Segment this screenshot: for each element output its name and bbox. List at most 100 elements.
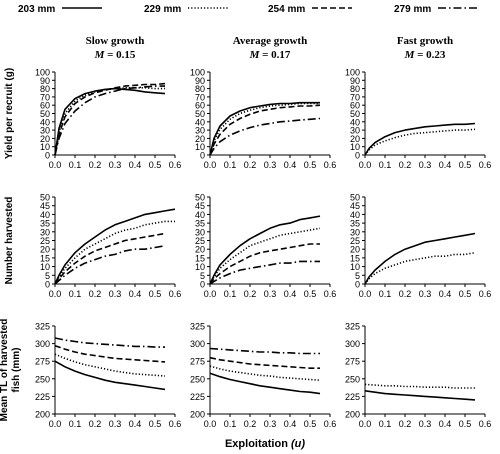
series-line-203-mm xyxy=(209,215,321,285)
x-tick-label: 0.4 xyxy=(439,289,452,299)
mortality-symbol: M xyxy=(94,49,106,61)
y-tick-label: 90 xyxy=(350,76,360,86)
x-tick-label: 0.5 xyxy=(304,289,317,299)
series-line-203-mm xyxy=(54,87,166,156)
legend-label: 203 mm xyxy=(18,4,55,15)
mortality-symbol: M xyxy=(249,49,261,61)
x-tick-label: 0.4 xyxy=(284,289,297,299)
x-tick-label: 0.4 xyxy=(439,160,452,170)
series-line-279-mm xyxy=(54,337,165,348)
x-tick-label: 0.3 xyxy=(109,289,122,299)
y-tick-label: 275 xyxy=(35,357,50,367)
y-axis-label: Number harvested xyxy=(4,197,15,285)
series-line-254-mm xyxy=(54,232,166,285)
legend-label: 254 mm xyxy=(268,4,305,15)
y-tick-label: 0 xyxy=(45,280,50,290)
y-tick-label: 10 xyxy=(195,142,205,152)
x-tick-label: 0.6 xyxy=(479,289,492,299)
y-tick-label: 225 xyxy=(190,392,205,402)
y-tick-label: 5 xyxy=(200,271,205,281)
x-tick-label: 0.4 xyxy=(284,160,297,170)
y-tick-label: 20 xyxy=(40,134,50,144)
x-tick-label: 0.6 xyxy=(324,289,337,299)
x-axis-label-text: Exploitation xyxy=(225,438,288,450)
x-tick-label: 0.5 xyxy=(149,419,162,429)
column-title: Fast growth xyxy=(397,35,453,47)
x-tick-label: 0.0 xyxy=(204,160,217,170)
x-tick-label: 0.1 xyxy=(69,289,82,299)
y-tick-label: 40 xyxy=(350,210,360,220)
row-labels: Yield per recruit (g) Number harvested Mea… xyxy=(0,68,22,421)
x-tick-label: 0.0 xyxy=(359,289,372,299)
x-tick-label: 0.2 xyxy=(244,160,257,170)
y-tick-label: 0 xyxy=(355,151,360,161)
y-tick-label: 20 xyxy=(195,245,205,255)
series-line-279-mm xyxy=(54,244,166,285)
y-tick-label: 80 xyxy=(40,84,50,94)
x-tick-label: 0.1 xyxy=(69,419,82,429)
y-tick-label: 15 xyxy=(40,253,50,263)
y-tick-label: 25 xyxy=(195,236,205,246)
y-tick-label: 5 xyxy=(45,271,50,281)
series-line-254-mm xyxy=(209,356,320,369)
series-line-229-mm xyxy=(209,102,320,156)
x-tick-label: 0.0 xyxy=(359,160,372,170)
y-tick-label: 250 xyxy=(345,374,360,384)
x-tick-label: 0.5 xyxy=(149,160,162,170)
y-tick-label: 30 xyxy=(195,126,205,136)
y-tick-label: 10 xyxy=(195,262,205,272)
series-line-203-mm xyxy=(209,101,320,156)
y-tick-label: 20 xyxy=(40,245,50,255)
column-header-slow-growth: Slow growth M = 0.15 xyxy=(86,35,145,61)
x-tick-label: 0.0 xyxy=(359,419,372,429)
y-tick-label: 45 xyxy=(350,201,360,211)
y-tick-label: 90 xyxy=(40,76,50,86)
y-tick-label: 30 xyxy=(350,227,360,237)
mortality-value: = 0.15 xyxy=(104,49,136,61)
x-tick-label: 0.4 xyxy=(129,160,142,170)
y-tick-label: 35 xyxy=(195,219,205,229)
column-header-average-growth: Average growth M = 0.17 xyxy=(233,35,307,61)
y-tick-label: 30 xyxy=(40,126,50,136)
x-tick-label: 0.3 xyxy=(109,419,122,429)
y-tick-label: 50 xyxy=(350,193,360,203)
mortality-value: = 0.17 xyxy=(259,49,291,61)
y-tick-label: 40 xyxy=(195,210,205,220)
x-tick-label: 0.0 xyxy=(204,289,217,299)
panel-row3-average-growth: 200 225 250 275 300 325 0.0 0.1 0.2 0.3 0.4 0.5 0.6 xyxy=(190,322,336,430)
y-tick-label: 0 xyxy=(200,151,205,161)
x-tick-label: 0.1 xyxy=(379,289,392,299)
x-tick-label: 0.2 xyxy=(244,419,257,429)
y-tick-label: 40 xyxy=(195,117,205,127)
y-tick-label: 225 xyxy=(345,392,360,402)
y-tick-label: 275 xyxy=(190,357,205,367)
y-tick-label: 10 xyxy=(350,142,360,152)
y-tick-label: 200 xyxy=(345,410,360,420)
series-line-203-mm xyxy=(209,372,321,395)
y-tick-label: 60 xyxy=(350,101,360,111)
x-tick-label: 0.5 xyxy=(459,419,472,429)
y-tick-label: 20 xyxy=(350,134,360,144)
x-tick-label: 0.4 xyxy=(439,419,452,429)
x-tick-label: 0.5 xyxy=(459,289,472,299)
y-tick-label: 300 xyxy=(190,339,205,349)
x-tick-label: 0.5 xyxy=(304,419,317,429)
y-tick-label: 30 xyxy=(40,227,50,237)
y-tick-label: 80 xyxy=(195,84,205,94)
series-line-254-mm xyxy=(209,243,320,285)
y-tick-label: 15 xyxy=(350,253,360,263)
series-line-279-mm xyxy=(209,260,320,285)
x-tick-label: 0.3 xyxy=(264,419,277,429)
y-tick-label: 20 xyxy=(195,134,205,144)
y-axis-label: Mean TL of harvested xyxy=(0,319,10,422)
x-tick-label: 0.0 xyxy=(49,160,62,170)
y-tick-label: 50 xyxy=(40,109,50,119)
series-line-229-mm xyxy=(54,353,166,377)
x-tick-label: 0.1 xyxy=(69,160,82,170)
series-line-229-mm xyxy=(364,383,475,389)
series-line-203-mm xyxy=(364,122,476,156)
